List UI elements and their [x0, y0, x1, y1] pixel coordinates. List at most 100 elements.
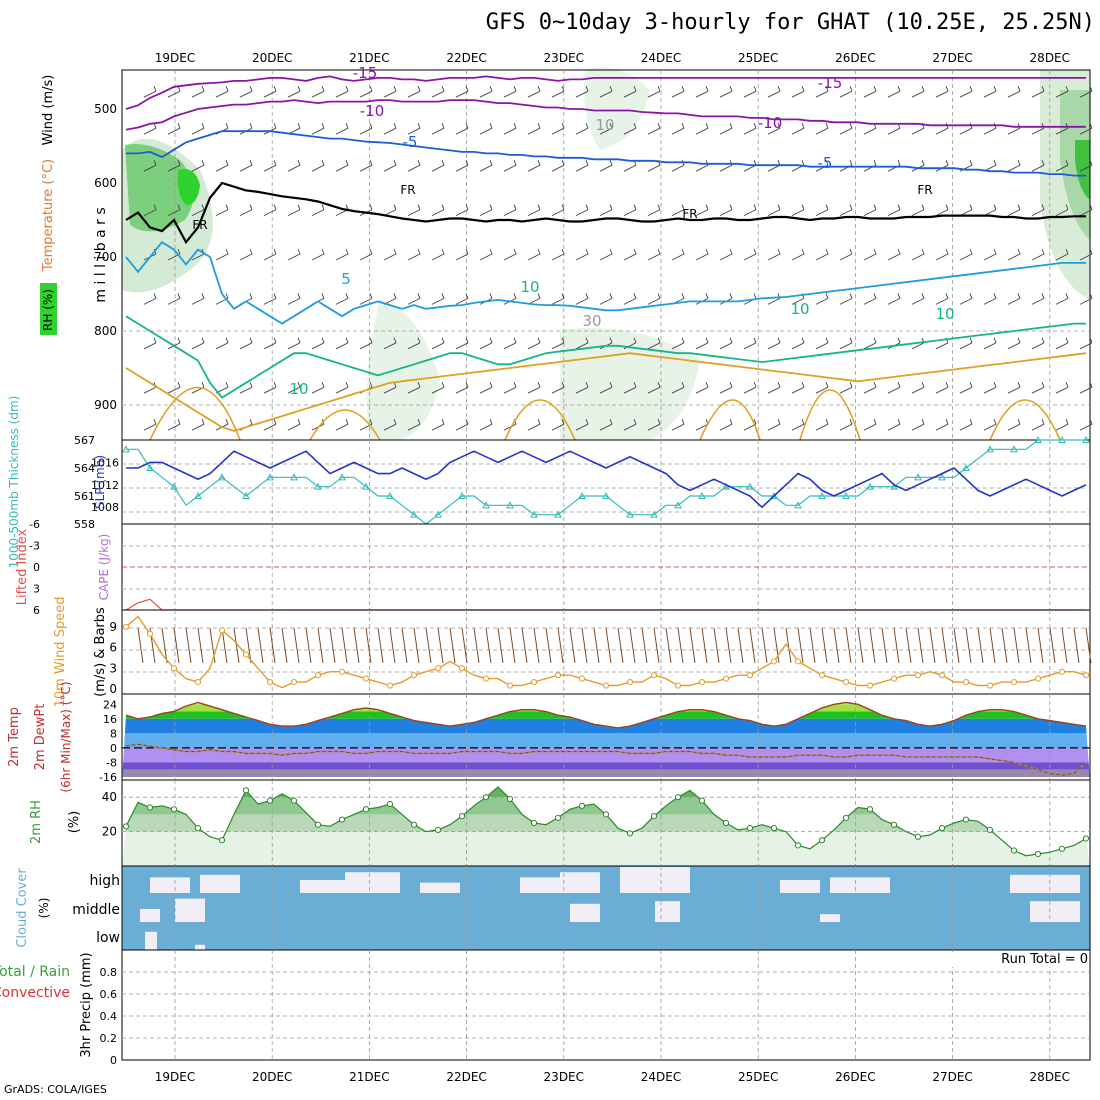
wind-barb — [993, 382, 997, 388]
cloud-cell — [655, 901, 680, 922]
wind-barb — [527, 90, 541, 98]
surface-wind-barb — [785, 627, 792, 664]
wind-barb — [993, 204, 997, 210]
wind-barb — [945, 204, 949, 210]
wind-barb — [537, 419, 541, 425]
wind-barb — [1031, 297, 1045, 305]
wind-barb — [335, 386, 349, 394]
wind-barb — [897, 160, 901, 166]
surface-wind-barb — [1013, 627, 1020, 664]
wind-barb — [153, 293, 157, 299]
wind-barb — [311, 127, 325, 135]
surface-wind-barb — [257, 627, 264, 664]
temp-contour-FR — [125, 181, 1086, 245]
wind-barb — [551, 297, 565, 305]
surface-wind-barb — [737, 627, 744, 664]
li-tick: 6 — [33, 604, 40, 617]
wind-barb — [695, 423, 709, 431]
wind-speed-marker — [482, 675, 490, 682]
wind-barb — [465, 86, 469, 92]
wind-barb — [239, 386, 253, 394]
cloud-background — [122, 866, 1090, 950]
rh-marker — [938, 825, 946, 832]
wind-barb — [839, 90, 853, 98]
wind-barb — [777, 123, 781, 129]
wind-barb — [1007, 386, 1021, 394]
cloud-cell — [820, 914, 840, 922]
rh-tick: 40 — [102, 790, 117, 804]
wind-speed-marker — [266, 678, 274, 686]
wind-barb — [1065, 160, 1069, 166]
wind-barb — [921, 293, 925, 299]
thickness-marker — [458, 491, 466, 499]
wind-barb — [503, 209, 517, 217]
wind-barb — [177, 382, 181, 388]
wind-barb — [839, 342, 853, 350]
wind-barb — [297, 293, 301, 299]
surface-wind-barb — [749, 627, 756, 664]
wind-barb — [359, 253, 373, 261]
wind-barb — [647, 90, 661, 98]
contour-label: -5 — [403, 133, 418, 151]
wind-barb — [959, 297, 973, 305]
wind-barb — [599, 90, 613, 98]
wind-barb — [983, 423, 997, 431]
wind-barb — [263, 253, 277, 261]
wind-speed-marker — [554, 672, 562, 679]
wind-barb — [225, 248, 229, 255]
rh-marker — [1034, 850, 1042, 858]
date-label-top: 23DEC — [544, 51, 584, 65]
wind-barb — [671, 253, 685, 261]
contour-label: 10 — [595, 116, 614, 134]
wind-barb — [441, 293, 445, 299]
cloud-cell — [620, 867, 690, 893]
wind-barb — [1055, 297, 1069, 305]
rh-marker — [194, 825, 202, 832]
wind-barb — [599, 253, 613, 261]
date-label-top: 28DEC — [1030, 51, 1070, 65]
wind-barb — [561, 160, 565, 166]
wind-barb — [369, 248, 373, 255]
wind-barb — [311, 386, 325, 394]
wind-barb — [921, 160, 925, 166]
wind-barb — [719, 423, 733, 431]
wind-barb — [575, 342, 589, 350]
wind-barb — [431, 342, 445, 350]
rh-marker — [626, 830, 634, 837]
surface-wind-barb — [881, 627, 888, 664]
thickness-marker — [650, 510, 658, 518]
cloud-cell — [1030, 901, 1080, 922]
wind-barb — [1017, 382, 1021, 388]
surface-wind-barb — [941, 627, 948, 664]
wind-barb — [479, 209, 493, 217]
temp-axis-label: 2m Temp — [7, 707, 22, 767]
wind-barb — [407, 127, 421, 135]
wind-barb — [945, 382, 949, 388]
wind-barb — [489, 123, 493, 129]
wind-barb — [729, 123, 733, 129]
wind-barb — [273, 382, 277, 388]
wind-barb — [321, 160, 325, 166]
wind-barb — [873, 419, 877, 425]
wind-barb — [561, 204, 565, 210]
wind-barb — [407, 164, 421, 172]
wind-barb — [1007, 297, 1021, 305]
wind-tick: 0 — [109, 682, 117, 696]
wind-barb — [153, 204, 157, 210]
wind-barb — [489, 160, 493, 166]
wind-barb — [585, 293, 589, 299]
wind-barb — [465, 160, 469, 166]
surface-wind-barb — [281, 627, 288, 664]
wind-barb — [911, 423, 925, 431]
wind-barb — [321, 123, 325, 129]
li-tick: 0 — [33, 561, 40, 574]
wind-barb — [801, 204, 805, 210]
wind-barb — [849, 248, 853, 255]
wind-barb — [489, 337, 493, 343]
wind-barb — [633, 204, 637, 210]
wind-barb — [993, 419, 997, 425]
thickness-marker — [482, 501, 490, 509]
wind-barb — [969, 204, 973, 210]
wind-speed-marker — [866, 682, 874, 689]
date-label-top: 25DEC — [738, 51, 778, 65]
